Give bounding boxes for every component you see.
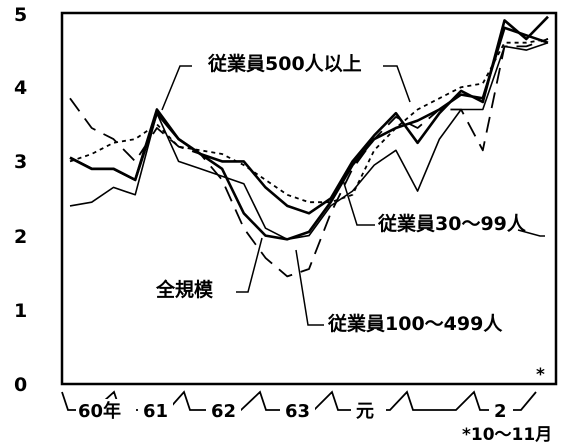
x-period-label: 63 [285,401,310,422]
label-total: 全規模 [155,278,214,301]
callout-100-499 [295,249,324,326]
x-label-bg [489,399,513,421]
series-labels: 従業員500人以上 従業員30〜99人 全規模 従業員100〜499人 [155,52,545,335]
label-500-plus: 従業員500人以上 [207,52,362,75]
y-tick-label: 4 [14,77,27,99]
label-30-99: 従業員30〜99人 [377,212,527,235]
x-label-bg [280,399,315,421]
series-line-2 [69,38,549,204]
footnote: *10～11月 [462,425,552,443]
y-tick-label: 5 [14,4,27,26]
y-tick-label: 0 [14,374,27,396]
x-label-bg [351,399,386,421]
series-line-3 [69,38,549,278]
callout-total [236,237,263,293]
series-line-1 [69,15,549,215]
y-tick-label: 3 [14,151,27,173]
callout-30-99 [342,179,375,226]
y-tick-label: 2 [14,226,27,248]
callout-30-99-right [517,229,545,237]
plot-frame [60,11,558,386]
series-layer [69,15,549,278]
callout-500-plus [161,65,192,111]
y-tick-label: 1 [14,300,27,322]
x-label-bg [76,399,136,421]
star-marker: * [536,365,545,385]
x-label-bg [138,399,173,421]
y-axis: 0 1 2 3 4 5 [14,4,27,396]
x-period-label: 2 [494,401,507,422]
callout-500-plus-right [383,65,411,103]
x-period-label: 元 [356,401,374,422]
x-label-bg [206,399,241,421]
x-period-label: 60年 [78,400,121,422]
x-period-label: 61 [143,401,168,422]
series-line-4 [69,41,549,241]
x-period-label: 62 [211,401,236,422]
label-100-499: 従業員100〜499人 [327,312,503,335]
